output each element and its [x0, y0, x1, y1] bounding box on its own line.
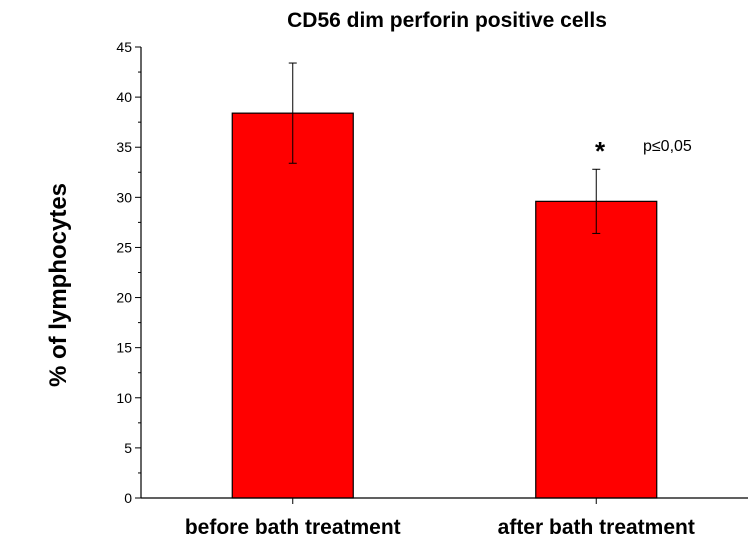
chart-title: CD56 dim perforin positive cells [287, 9, 607, 32]
y-tick-label-15: 15 [116, 340, 132, 356]
y-tick-label-0: 0 [124, 490, 132, 506]
y-tick-label-20: 20 [116, 290, 132, 306]
x-category-label-0: before bath treatment [185, 516, 401, 539]
bar-1 [535, 200, 658, 499]
error-bars [288, 62, 601, 234]
x-category-label-1: after bath treatment [498, 516, 695, 539]
y-tick-label-25: 25 [116, 239, 132, 255]
x-axis-categories: before bath treatment after bath treatmen… [185, 498, 695, 539]
significance-marker: * [595, 136, 606, 166]
y-tick-label-40: 40 [116, 89, 132, 105]
y-tick-label-30: 30 [116, 189, 132, 205]
bars [231, 112, 658, 499]
p-value-annotation: p≤0,05 [643, 138, 692, 155]
y-axis-label: % of lymphocytes [45, 183, 72, 387]
y-tick-label-5: 5 [124, 440, 132, 456]
y-tick-label-10: 10 [116, 390, 132, 406]
bar-0 [231, 112, 354, 499]
y-axis-ticks: 0 5 10 15 20 25 30 35 40 45 [116, 39, 141, 506]
y-tick-label-35: 35 [116, 139, 132, 155]
axes [140, 47, 748, 499]
y-tick-label-45: 45 [116, 39, 132, 55]
